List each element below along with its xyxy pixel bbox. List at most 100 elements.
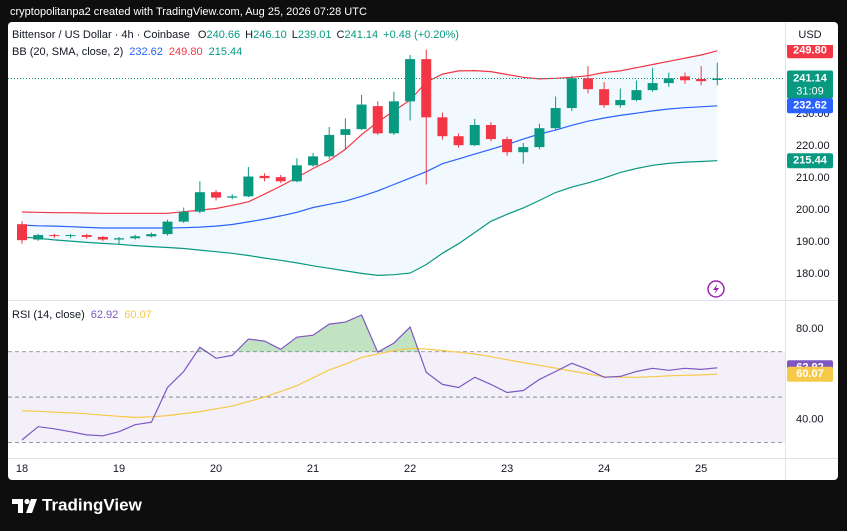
y-tick-label: 210.00 <box>796 172 830 184</box>
legend-item: RSI (14, close) <box>12 309 85 321</box>
x-tick-label: 20 <box>210 463 222 475</box>
legend-item: 215.44 <box>209 46 243 58</box>
price-badge-label: 241.14 <box>793 72 828 84</box>
candle-body <box>114 238 125 240</box>
price-badge-label: 60.07 <box>796 368 824 380</box>
x-tick-label: 19 <box>113 463 125 475</box>
price-badge-label: 232.62 <box>793 100 827 112</box>
rsi-line <box>21 314 718 441</box>
band-line <box>21 105 718 229</box>
candle-body <box>81 235 92 237</box>
x-tick-label: 22 <box>404 463 416 475</box>
band-line <box>21 160 718 277</box>
footer-logo-text: TradingView <box>42 495 143 514</box>
y-tick-label: 200.00 <box>796 204 830 216</box>
price-badge-label: 249.80 <box>793 45 827 57</box>
legend-item: C <box>337 29 345 41</box>
candle-body <box>275 177 286 182</box>
candle-body <box>308 156 319 166</box>
legend-item: L <box>292 29 298 41</box>
candle-body <box>324 134 335 157</box>
candle-body <box>259 175 270 179</box>
price-badge <box>787 153 833 169</box>
overlay: 180.00190.00200.00210.00220.00230.00249.… <box>12 25 835 475</box>
legend-item: H <box>245 29 253 41</box>
candle-body <box>631 90 642 101</box>
price-badge <box>787 98 833 114</box>
candle-body <box>211 192 222 198</box>
candle-body <box>372 106 383 134</box>
legend-item: 60.07 <box>124 309 152 321</box>
x-tick-label: 18 <box>16 463 28 475</box>
candle-body <box>162 221 173 235</box>
legend: RSI (14, close) 62.92 60.07 <box>12 309 152 321</box>
y-tick-label: 220.00 <box>796 140 830 152</box>
legend-item: 62.92 <box>91 309 119 321</box>
candle-body <box>17 224 27 241</box>
currency-box <box>787 25 835 45</box>
candle-body <box>437 117 448 137</box>
candle-body <box>243 176 254 197</box>
legend-item: 240.66 <box>206 29 240 41</box>
candle-body <box>599 89 610 106</box>
candle-body <box>130 236 141 239</box>
candle-body <box>582 78 593 90</box>
candle-body <box>679 76 690 81</box>
y-tick-label: 190.00 <box>796 236 830 248</box>
y-tick-label: 80.00 <box>796 323 824 335</box>
candle-body <box>566 78 577 109</box>
candle-body <box>647 83 658 91</box>
legend-item: 241.14 <box>344 29 378 41</box>
legend-item: 246.10 <box>253 29 287 41</box>
legend-item: +0.48 (+0.20%) <box>383 29 459 41</box>
countdown-label: 31:09 <box>796 85 824 97</box>
price-badge <box>787 70 833 99</box>
candle-body <box>49 235 60 237</box>
candle-body <box>453 136 464 146</box>
footer-logo: TradingView <box>12 495 143 514</box>
candle-body <box>97 236 108 240</box>
candle-body <box>194 192 205 212</box>
x-tick-label: 25 <box>695 463 707 475</box>
candle-body <box>227 196 238 198</box>
overbought-fill <box>22 315 718 352</box>
rsi-pane <box>8 314 785 443</box>
candle-body <box>146 234 157 237</box>
candle-body <box>712 78 723 81</box>
candle-body <box>178 211 189 222</box>
candle-body <box>534 128 545 148</box>
candle-body <box>518 147 529 153</box>
alert-icon[interactable] <box>707 280 725 298</box>
band-line <box>21 50 718 214</box>
legend: BB (20, SMA, close, 2) 232.62 249.80 215.44 <box>12 46 242 58</box>
candle-body <box>469 125 480 146</box>
candle-body <box>485 125 496 140</box>
legend-item: O <box>198 29 207 41</box>
candle-body <box>33 235 44 240</box>
y-tick-label: 40.00 <box>796 414 824 426</box>
candle-body <box>405 59 416 102</box>
price-badge-label: 215.44 <box>793 155 828 167</box>
candle-body <box>615 100 626 106</box>
legend-item: Bittensor / US Dollar · 4h · Coinbase <box>12 29 190 41</box>
legend: Bittensor / US Dollar · 4h · Coinbase O24… <box>12 29 459 41</box>
candle-body <box>356 104 367 130</box>
candle-body <box>502 139 513 153</box>
legend-item: BB (20, SMA, close, 2) <box>12 46 123 58</box>
candle-body <box>550 108 561 129</box>
x-tick-label: 24 <box>598 463 610 475</box>
price-badge <box>787 366 833 382</box>
candle-body <box>65 235 76 237</box>
price-pane <box>8 49 785 277</box>
candle-body <box>421 59 432 118</box>
x-tick-label: 21 <box>307 463 319 475</box>
candle-body <box>696 78 707 82</box>
legend-item: 239.01 <box>298 29 332 41</box>
legend-item: 232.62 <box>129 46 163 58</box>
header-text: cryptopolitanpa2 created with TradingVie… <box>10 6 367 18</box>
x-tick-label: 23 <box>501 463 513 475</box>
y-tick-label: 180.00 <box>796 268 830 280</box>
price-badge <box>787 43 833 59</box>
